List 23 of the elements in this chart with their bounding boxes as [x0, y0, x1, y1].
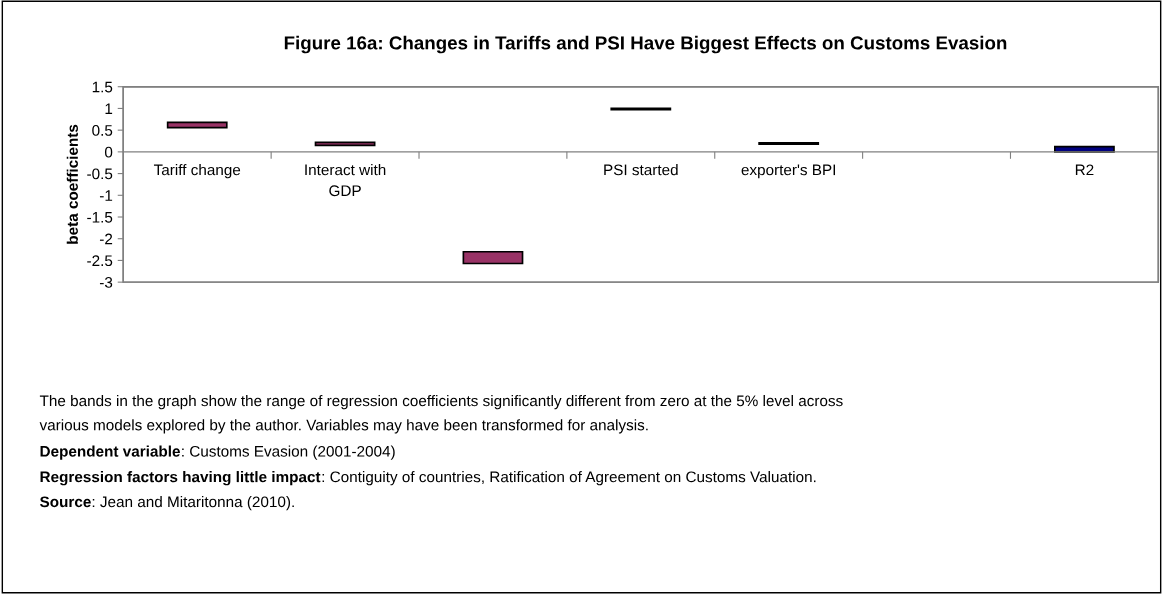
- y-tick-label: 0: [104, 146, 113, 158]
- x-tick-label: exporter's BPI: [741, 164, 836, 179]
- y-tick-label: -0.5: [87, 168, 113, 180]
- y-tick-label: 1: [105, 103, 113, 114]
- y-tick-label: -2: [99, 233, 113, 245]
- y-tick-label: -2.5: [87, 255, 113, 267]
- x-tick-label: PSI started: [604, 164, 678, 176]
- text: The bands in the graph show the range of regression coefficients significantly different from zero at the 5% level across various models explored by the author. Variables may have been transformed for analysis.: [39, 395, 843, 434]
- source-note: Source: Jean and Mitaritonna (2010).: [39, 495, 294, 511]
- y-tick-label: 1.5: [92, 81, 113, 93]
- x-tick-label: Interact with GDP: [305, 164, 386, 197]
- text: Regression factors having little impact: Contiguity of countries, Ratification of Agreement on Customs Valuation.: [40, 471, 816, 486]
- y-tick-label: -1.5: [87, 212, 113, 223]
- y-tick-label: 0.5: [92, 125, 113, 136]
- y-tick-label: -3: [99, 277, 113, 288]
- y-axis-title: beta coefficients: [66, 124, 78, 244]
- text: Dependent variable: Customs Evasion (2001-2004): [40, 445, 395, 460]
- bar: [462, 250, 524, 265]
- x-tick-label: R2: [1075, 164, 1094, 176]
- bar: [314, 141, 376, 147]
- chart-title: Figure 16a: Changes in Tariffs and PSI Have Biggest Effects on Customs Evasion: [284, 35, 1007, 54]
- y-tick-label: -1: [99, 190, 113, 201]
- x-tick-label: Tariff change: [153, 164, 241, 179]
